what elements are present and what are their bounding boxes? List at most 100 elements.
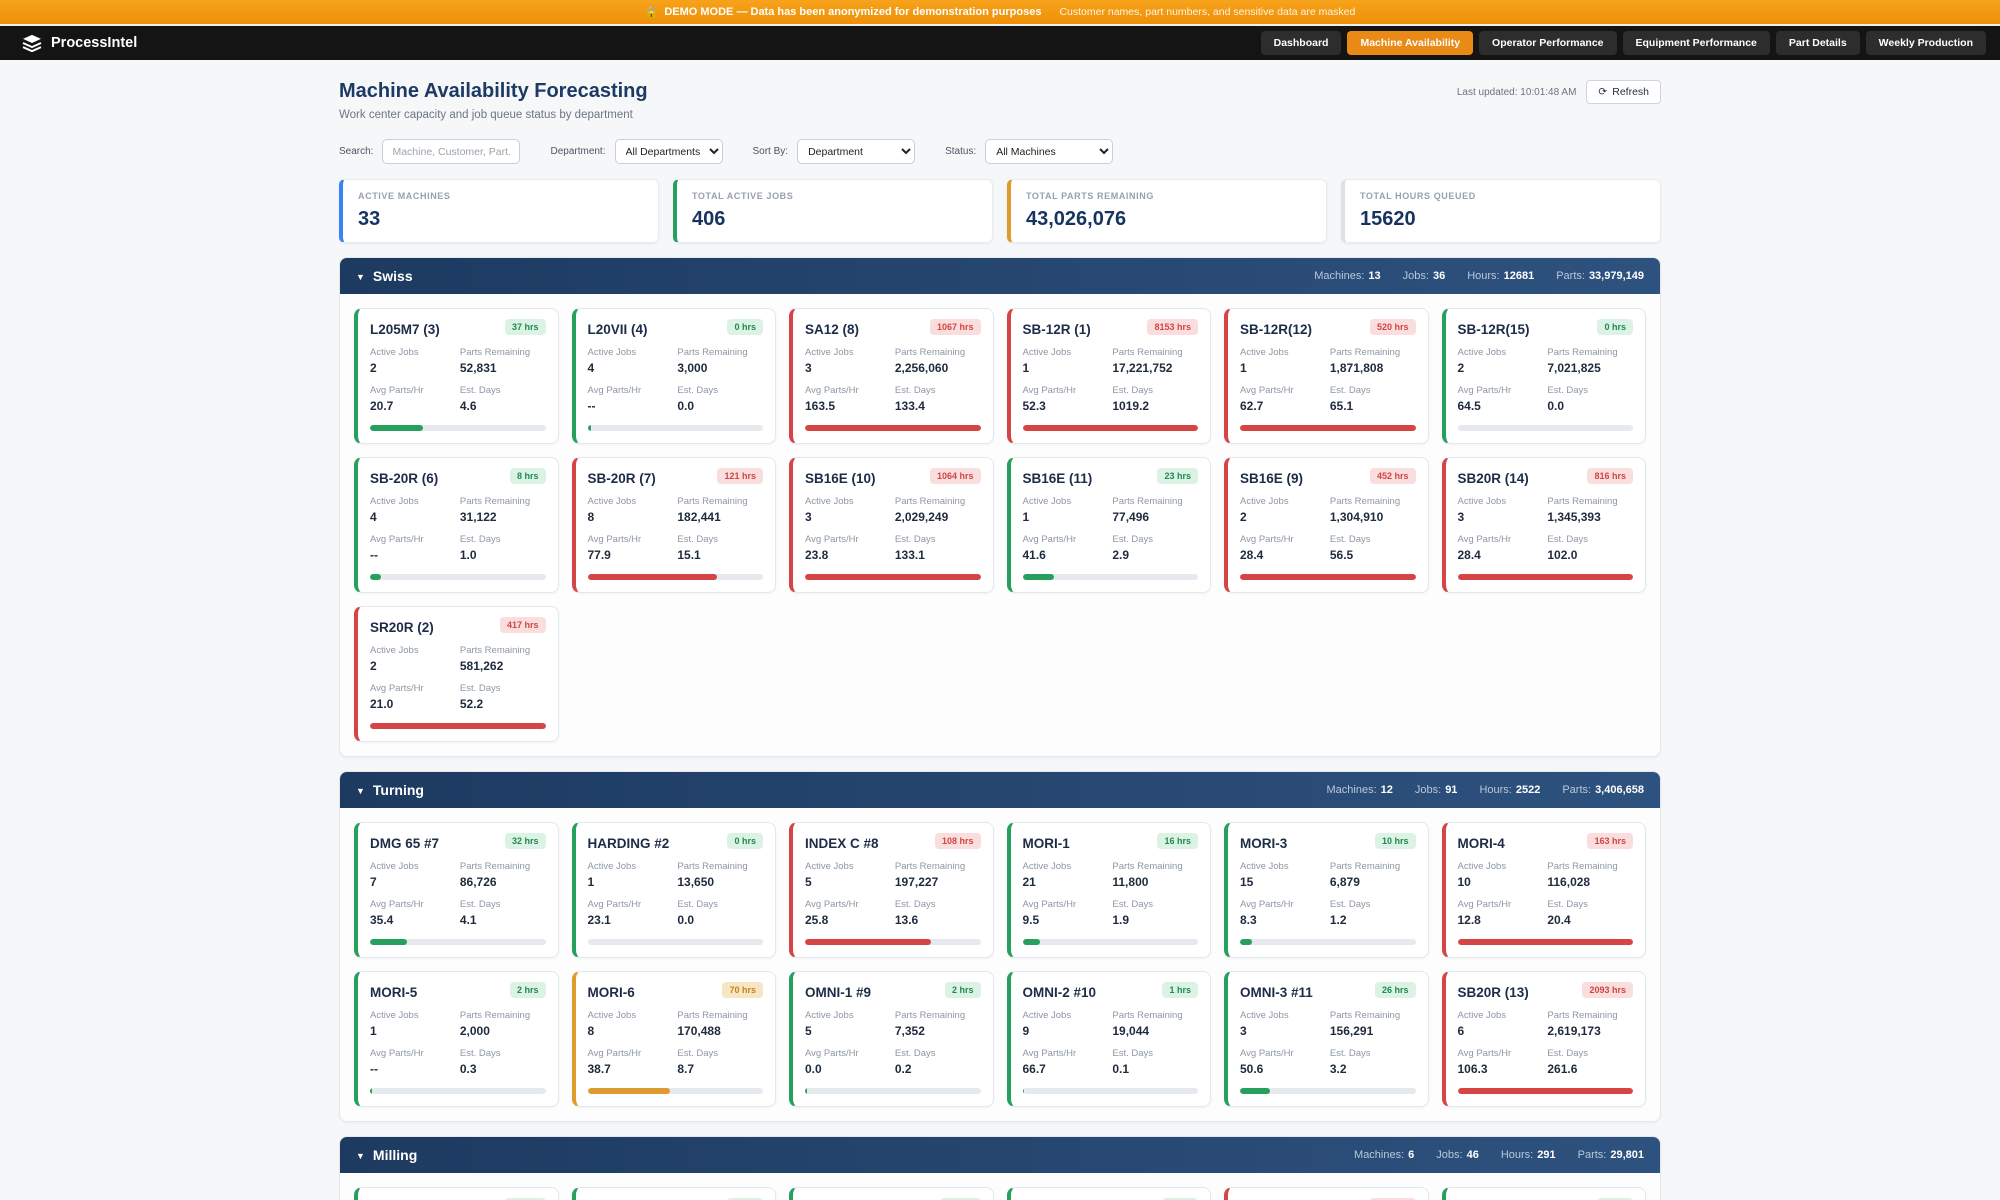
- metric-value: 2,619,173: [1547, 1024, 1601, 1038]
- section-stat-parts: Parts: 3,406,658: [1562, 784, 1644, 796]
- hours-queued-badge: 163 hrs: [1587, 833, 1633, 849]
- metric-active-jobs: Active Jobs 2: [1240, 496, 1330, 524]
- machine-metrics: Active Jobs 1 Parts Remaining 13,650 Avg Par…: [588, 861, 764, 927]
- metric-value: 64.5: [1457, 399, 1481, 413]
- metric-value: --: [370, 548, 378, 562]
- nav-tab-equipment-performance[interactable]: Equipment Performance: [1622, 31, 1770, 55]
- capacity-progress-track: [1022, 939, 1198, 945]
- metric-avg-parts-hr: Avg Parts/Hr 20.7: [370, 385, 460, 413]
- machine-card-sb16e-11[interactable]: SB16E (11) 23 hrs Active Jobs 1 Parts Remain…: [1006, 457, 1211, 593]
- stat-label: TOTAL PARTS REMAINING: [1026, 191, 1154, 201]
- machine-card-sb-20r-6[interactable]: SB-20R (6) 8 hrs Active Jobs 4 Parts Remaini…: [354, 457, 559, 593]
- machine-card-l205m7-3[interactable]: L205M7 (3) 37 hrs Active Jobs 2 Parts Remain…: [354, 308, 559, 444]
- machine-card-omni-2-10[interactable]: OMNI-2 #10 1 hrs Active Jobs 9 Parts Remaini…: [1006, 971, 1211, 1107]
- machine-card-harding-2[interactable]: HARDING #2 0 hrs Active Jobs 1 Parts Remaini…: [571, 822, 776, 958]
- stat-number: 2522: [1515, 784, 1541, 796]
- hours-queued-badge: 37 hrs: [504, 319, 546, 335]
- section-name: Turning: [372, 782, 424, 798]
- sort-by-select[interactable]: Department: [797, 139, 916, 164]
- nav-tab-part-details[interactable]: Part Details: [1775, 31, 1860, 55]
- machine-metrics: Active Jobs 2 Parts Remaining 7,021,825 Avg …: [1458, 347, 1634, 413]
- demo-banner-title: DEMO MODE — Data has been anonymized for…: [664, 6, 1042, 18]
- status-select[interactable]: All Machines: [985, 139, 1114, 164]
- metric-label: Active Jobs: [370, 645, 419, 656]
- machine-card-dmg-65-7[interactable]: DMG 65 #7 32 hrs Active Jobs 7 Parts Remaini…: [354, 822, 559, 958]
- metric-value: 2: [370, 361, 377, 375]
- machine-card-header: SB-20R (6) 8 hrs: [370, 468, 546, 486]
- capacity-progress-fill: [587, 574, 718, 580]
- machine-card-mori-6[interactable]: MORI-6 70 hrs Active Jobs 8 Parts Remaining 1…: [571, 971, 776, 1107]
- metric-label: Active Jobs: [805, 1010, 854, 1021]
- machine-card-sr20r-2[interactable]: SR20R (2) 417 hrs Active Jobs 2 Parts Remain…: [354, 606, 559, 742]
- metric-label: Avg Parts/Hr: [1457, 1048, 1512, 1059]
- metric-label: Avg Parts/Hr: [370, 1048, 424, 1059]
- metric-value: 56.5: [1329, 548, 1354, 562]
- stat-name: Hours:: [1467, 270, 1500, 282]
- metric-active-jobs: Active Jobs 10: [1458, 861, 1548, 889]
- section-stat-machines: Machines: 6: [1354, 1149, 1414, 1161]
- hours-queued-badge: 417 hrs: [499, 617, 546, 633]
- machine-card-index-c-8[interactable]: INDEX C #8 108 hrs Active Jobs 5 Parts Remai…: [789, 822, 994, 958]
- metric-value: 182,441: [677, 510, 721, 524]
- metric-label: Avg Parts/Hr: [370, 683, 424, 694]
- section-header-milling[interactable]: ▼ Milling Machines: 6 Jobs: 46 Hours: 291 Parts:…: [340, 1137, 1660, 1173]
- metric-value: 28.4: [1457, 548, 1481, 562]
- machine-card-sb-12r-1[interactable]: SB-12R (1) 8153 hrs Active Jobs 1 Parts Rema…: [1006, 308, 1211, 444]
- machine-card-mori-4[interactable]: MORI-4 163 hrs Active Jobs 10 Parts Remainin…: [1441, 822, 1646, 958]
- capacity-progress-track: [1457, 1088, 1633, 1094]
- section-header-turning[interactable]: ▼ Turning Machines: 12 Jobs: 91 Hours: 2522 Part…: [340, 772, 1660, 808]
- metric-value: 116,028: [1547, 875, 1591, 889]
- machine-card-mori-1[interactable]: MORI-1 16 hrs Active Jobs 21 Parts Remaining…: [1006, 822, 1211, 958]
- metric-parts-remaining: Parts Remaining 31,122: [460, 496, 546, 524]
- metric-value: 7,021,825: [1547, 361, 1601, 375]
- machine-card-sb20r-14[interactable]: SB20R (14) 816 hrs Active Jobs 3 Parts Remai…: [1441, 457, 1646, 593]
- hours-queued-badge: 2 hrs: [944, 982, 981, 998]
- machine-card-sb20r-13[interactable]: SB20R (13) 2093 hrs Active Jobs 6 Parts Rema…: [1441, 971, 1646, 1107]
- machine-card-sb16e-9[interactable]: SB16E (9) 452 hrs Active Jobs 2 Parts Remain…: [1224, 457, 1429, 593]
- metric-label: Active Jobs: [1022, 1010, 1072, 1021]
- metric-value: --: [587, 399, 596, 413]
- section-header-swiss[interactable]: ▼ Swiss Machines: 13 Jobs: 36 Hours: 12681 Parts…: [340, 258, 1660, 294]
- nav-tab-dashboard[interactable]: Dashboard: [1260, 31, 1342, 55]
- machine-card-l20vii-4[interactable]: L20VII (4) 0 hrs Active Jobs 4 Parts Remaini…: [571, 308, 776, 444]
- machine-card-sb-20r-7[interactable]: SB-20R (7) 121 hrs Active Jobs 8 Parts Remai…: [571, 457, 776, 593]
- metric-label: Avg Parts/Hr: [370, 534, 424, 545]
- metric-value: 2: [1240, 510, 1247, 524]
- machine-card-sa12-8[interactable]: SA12 (8) 1067 hrs Active Jobs 3 Parts Remain…: [789, 308, 994, 444]
- metric-value: 1.2: [1329, 913, 1347, 927]
- metric-active-jobs: Active Jobs 5: [805, 1010, 895, 1038]
- stat-name: Machines:: [1354, 1149, 1405, 1161]
- metric-value: 0.3: [459, 1062, 477, 1076]
- section-name: Milling: [372, 1147, 418, 1163]
- machine-card-mori-5[interactable]: MORI-5 2 hrs Active Jobs 1 Parts Remaining 2,…: [354, 971, 559, 1107]
- nav-tab-weekly-production[interactable]: Weekly Production: [1865, 31, 1986, 55]
- machine-card-sb16e-10[interactable]: SB16E (10) 1064 hrs Active Jobs 3 Parts Rema…: [789, 457, 994, 593]
- metric-label: Avg Parts/Hr: [1022, 385, 1077, 396]
- machine-card-sb-12r-12[interactable]: SB-12R(12) 520 hrs Active Jobs 1 Parts Remai…: [1224, 308, 1429, 444]
- machine-metrics: Active Jobs 4 Parts Remaining 31,122 Avg Par…: [370, 496, 546, 562]
- collapse-icon: ▼: [356, 1151, 365, 1161]
- refresh-button[interactable]: ⟳ Refresh: [1586, 80, 1661, 104]
- machine-card-sb-12r-15[interactable]: SB-12R(15) 0 hrs Active Jobs 2 Parts Remaini…: [1441, 308, 1646, 444]
- metric-value: 50.6: [1240, 1062, 1264, 1076]
- metric-value: 1.9: [1112, 913, 1130, 927]
- section-stat-jobs: Jobs: 91: [1415, 784, 1458, 796]
- hours-queued-badge: 1067 hrs: [929, 319, 981, 335]
- metric-value: 77.9: [587, 548, 611, 562]
- nav-tab-operator-performance[interactable]: Operator Performance: [1479, 31, 1617, 55]
- search-input[interactable]: [382, 139, 521, 164]
- machine-card-omni-3-11[interactable]: OMNI-3 #11 26 hrs Active Jobs 3 Parts Remain…: [1224, 971, 1429, 1107]
- machine-card-omni-1-9[interactable]: OMNI-1 #9 2 hrs Active Jobs 5 Parts Remainin…: [789, 971, 994, 1107]
- nav-tab-machine-availability[interactable]: Machine Availability: [1347, 31, 1474, 55]
- department-select[interactable]: All Departments: [614, 139, 723, 164]
- metric-label: Parts Remaining: [459, 347, 531, 358]
- metric-avg-parts-hr: Avg Parts/Hr 28.4: [1240, 534, 1330, 562]
- machine-card-mori-3[interactable]: MORI-3 10 hrs Active Jobs 15 Parts Remaining…: [1224, 822, 1429, 958]
- machine-metrics: Active Jobs 6 Parts Remaining 2,619,173 Avg …: [1458, 1010, 1634, 1076]
